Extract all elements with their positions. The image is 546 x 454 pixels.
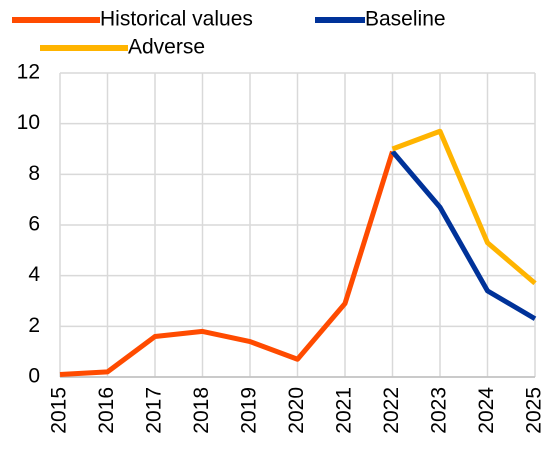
- x-tick-label: 2024: [475, 387, 498, 434]
- y-tick-label: 4: [28, 263, 40, 286]
- series-line: [59, 150, 395, 377]
- legend-label: Adverse: [128, 36, 205, 59]
- series-line: [390, 149, 537, 321]
- series-line: [391, 128, 537, 286]
- y-tick-label: 8: [28, 162, 40, 185]
- y-tick-label: 10: [17, 111, 40, 134]
- y-tick-label: 0: [28, 365, 40, 388]
- y-tick-label: 2: [28, 314, 40, 337]
- x-tick-label: 2020: [285, 387, 308, 434]
- legend-label: Baseline: [365, 8, 446, 31]
- x-tick-label: 2022: [380, 387, 403, 434]
- y-tick-label: 12: [17, 61, 40, 84]
- x-tick-label: 2025: [523, 387, 546, 434]
- y-tick-label: 6: [28, 213, 40, 236]
- legend-label: Historical values: [100, 8, 253, 31]
- x-tick-label: 2019: [238, 387, 261, 434]
- x-tick-label: 2015: [48, 387, 71, 434]
- x-tick-label: 2018: [190, 387, 213, 434]
- x-tick-label: 2017: [143, 387, 166, 434]
- x-tick-label: 2016: [95, 387, 118, 434]
- x-tick-label: 2021: [333, 387, 356, 434]
- x-tick-label: 2023: [428, 387, 451, 434]
